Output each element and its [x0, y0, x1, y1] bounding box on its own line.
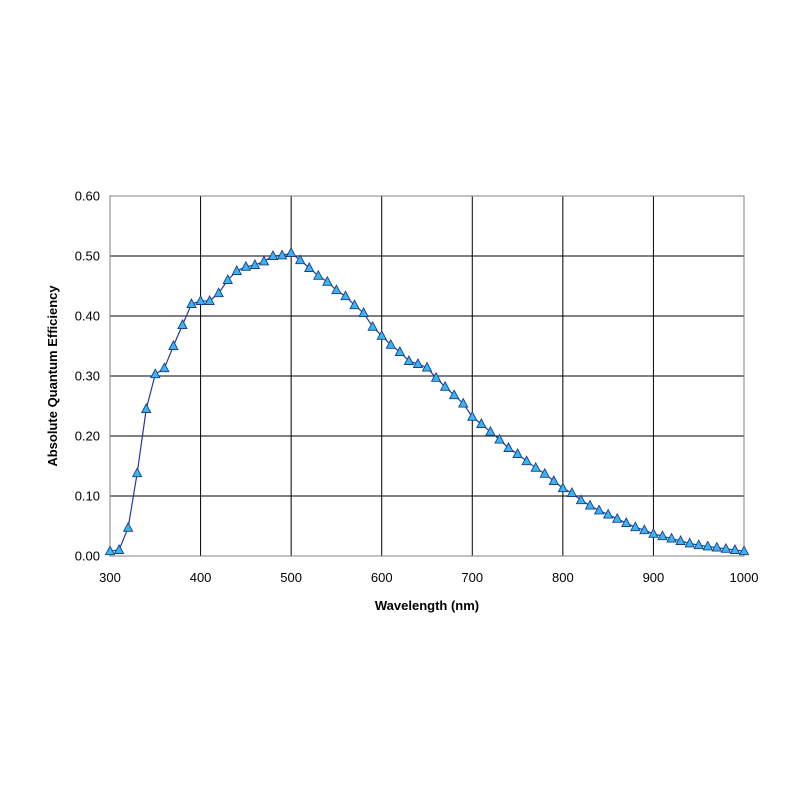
- data-point-marker: [430, 371, 442, 382]
- data-point-marker: [539, 467, 550, 478]
- y-tick-label: 0.40: [75, 309, 100, 324]
- data-point-marker: [630, 521, 641, 532]
- data-point-marker: [159, 362, 170, 373]
- data-point-marker: [602, 508, 614, 519]
- data-point-marker: [285, 247, 297, 257]
- data-point-marker: [657, 530, 668, 541]
- x-tick-label: 400: [190, 570, 212, 585]
- data-point-marker: [557, 482, 569, 493]
- data-point-marker: [566, 487, 578, 497]
- series: [104, 247, 750, 556]
- y-tick-label: 0.00: [75, 549, 100, 564]
- data-point-marker: [113, 544, 125, 554]
- y-tick-label: 0.60: [75, 189, 100, 204]
- data-point-marker: [575, 494, 587, 505]
- data-point-marker: [503, 442, 514, 452]
- x-tick-label: 700: [461, 570, 483, 585]
- data-point-marker: [403, 355, 415, 365]
- data-point-marker: [195, 295, 206, 305]
- x-tick-label: 800: [552, 570, 574, 585]
- data-point-marker: [729, 544, 741, 554]
- tick-labels: 300 400 500 600 700 800 900 1000 0.00 0.10 0.20 0.3…: [75, 189, 759, 586]
- data-point-marker: [313, 269, 324, 280]
- y-tick-label: 0.50: [75, 249, 100, 264]
- data-point-marker: [267, 250, 279, 260]
- data-point-marker: [322, 275, 333, 286]
- data-point-marker: [611, 512, 623, 523]
- data-point-marker: [231, 265, 243, 275]
- data-point-marker: [693, 539, 704, 550]
- data-point-marker: [485, 425, 496, 436]
- data-point-marker: [448, 389, 460, 400]
- data-point-marker: [177, 319, 188, 329]
- data-point-marker: [439, 380, 451, 391]
- data-point-marker: [711, 541, 723, 552]
- data-point-marker: [122, 521, 134, 532]
- series-line: [109, 252, 745, 552]
- data-point-marker: [240, 260, 252, 271]
- y-tick-label: 0.10: [75, 489, 100, 504]
- data-point-marker: [584, 499, 596, 510]
- x-tick-label: 600: [371, 570, 393, 585]
- data-point-marker: [394, 346, 406, 356]
- x-tick-label: 1000: [730, 570, 759, 585]
- x-tick-label: 500: [280, 570, 302, 585]
- data-point-marker: [412, 358, 424, 368]
- data-point-marker: [131, 467, 143, 478]
- data-point-marker: [421, 361, 433, 372]
- data-point-marker: [621, 517, 632, 527]
- data-point-marker: [331, 284, 342, 295]
- data-point-marker: [684, 537, 695, 548]
- data-point-marker: [249, 259, 261, 269]
- data-point-marker: [168, 340, 179, 350]
- x-tick-label: 300: [99, 570, 121, 585]
- data-point-marker: [530, 461, 541, 472]
- data-point-marker: [521, 455, 532, 466]
- data-point-marker: [294, 254, 306, 265]
- y-tick-label: 0.20: [75, 429, 100, 444]
- data-point-marker: [376, 329, 387, 340]
- data-point-marker: [304, 262, 315, 272]
- data-point-marker: [150, 368, 161, 379]
- data-point-marker: [349, 299, 360, 310]
- data-point-marker: [213, 287, 224, 298]
- data-point-marker: [276, 249, 288, 260]
- data-point-marker: [512, 448, 523, 458]
- data-point-marker: [666, 532, 677, 543]
- data-point-marker: [258, 255, 270, 266]
- data-point-marker: [548, 475, 560, 485]
- data-point-marker: [222, 274, 233, 284]
- data-point-marker: [457, 397, 469, 408]
- data-point-marker: [476, 418, 487, 428]
- x-axis-label: Wavelength (nm): [375, 598, 479, 613]
- data-point-marker: [720, 542, 732, 553]
- plot-frame: [109, 195, 745, 557]
- data-point-marker: [467, 410, 478, 421]
- data-point-marker: [367, 320, 378, 331]
- data-point-marker: [702, 540, 714, 551]
- data-point-marker: [385, 338, 397, 349]
- data-point-marker: [140, 403, 152, 413]
- y-axis-label: Absolute Quantum Efficiency: [45, 285, 60, 467]
- data-point-marker: [639, 524, 650, 535]
- y-tick-label: 0.30: [75, 369, 100, 384]
- data-point-marker: [186, 298, 197, 308]
- data-point-marker: [675, 535, 686, 545]
- data-point-marker: [358, 307, 369, 317]
- data-point-marker: [104, 545, 116, 556]
- data-point-marker: [340, 290, 351, 301]
- data-point-marker: [648, 527, 659, 538]
- data-point-marker: [204, 295, 215, 305]
- data-point-marker: [494, 433, 505, 444]
- grid-lines: [110, 196, 744, 556]
- x-tick-label: 900: [643, 570, 665, 585]
- data-point-marker: [738, 545, 750, 556]
- data-point-marker: [593, 504, 605, 515]
